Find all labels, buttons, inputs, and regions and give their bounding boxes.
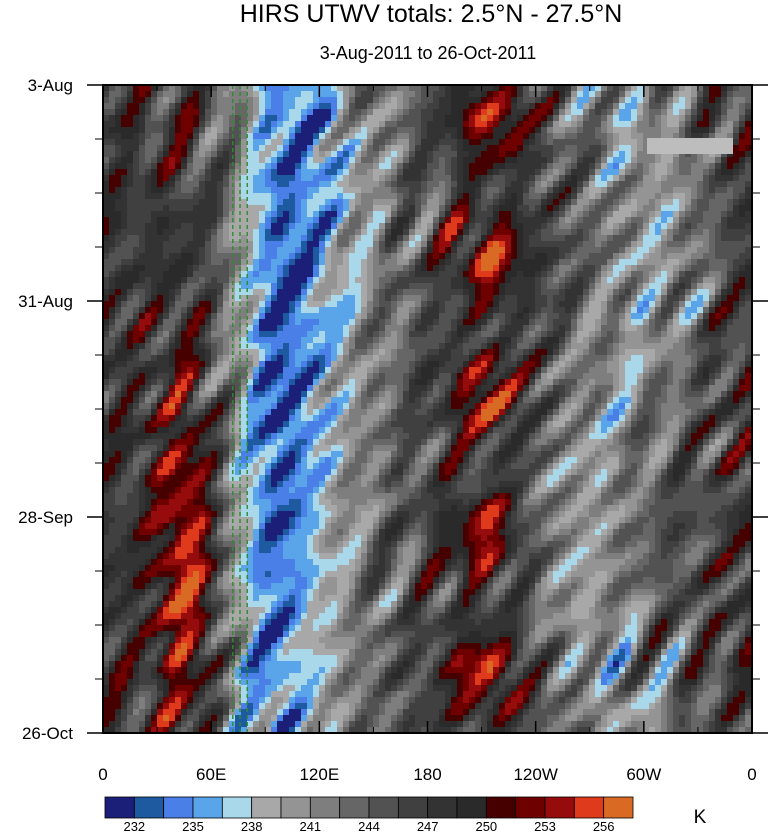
colorbar-swatch	[192, 796, 223, 819]
axis-ticks: 0 60E 120E 180 120W 60W 0 3-Aug 31-Aug 28-Sep 26-O…	[18, 76, 768, 784]
colorbar-tick-label: 256	[593, 819, 615, 834]
colorbar: 232 235 238 241 244 247 250 253 256	[104, 796, 634, 834]
colorbar-tick-label: 241	[299, 819, 321, 834]
plot-area	[103, 85, 752, 733]
colorbar-swatch	[221, 796, 253, 819]
chart-title: HIRS UTWV totals: 2.5°N - 27.5°N	[240, 0, 623, 28]
colorbar-tick-label: 235	[182, 819, 204, 834]
chart-subtitle: 3-Aug-2011 to 26-Oct-2011	[320, 43, 536, 63]
x-tick-label: 120W	[513, 765, 557, 784]
colorbar-swatch	[573, 796, 605, 819]
colorbar-swatch	[280, 796, 311, 819]
colorbar-swatch	[133, 796, 165, 819]
colorbar-swatch	[339, 796, 370, 819]
x-tick-label: 0	[98, 765, 107, 784]
colorbar-swatch	[251, 796, 282, 819]
colorbar-tick-label: 232	[123, 819, 145, 834]
colorbar-swatch	[427, 796, 458, 819]
colorbar-swatch	[515, 796, 546, 819]
x-tick-label: 0	[747, 765, 756, 784]
colorbar-tick-label: 238	[241, 819, 263, 834]
x-tick-label: 60E	[196, 765, 226, 784]
contour-field	[103, 85, 752, 733]
colorbar-tick-label: 250	[475, 819, 497, 834]
colorbar-tick-label: 253	[534, 819, 556, 834]
x-tick-label: 180	[413, 765, 441, 784]
colorbar-swatch	[368, 796, 399, 819]
colorbar-swatch	[456, 796, 487, 819]
x-tick-label: 120E	[299, 765, 339, 784]
colorbar-swatch	[309, 796, 341, 819]
y-tick-label: 26-Oct	[22, 724, 73, 743]
colorbar-swatch	[603, 796, 634, 819]
colorbar-tick-label: 247	[417, 819, 439, 834]
y-tick-label: 31-Aug	[18, 292, 73, 311]
colorbar-swatch	[397, 796, 429, 819]
colorbar-swatch	[544, 796, 575, 819]
colorbar-units: K	[694, 807, 707, 828]
colorbar-swatch	[485, 796, 517, 819]
y-tick-label: 3-Aug	[28, 76, 73, 95]
colorbar-tick-label: 244	[358, 819, 380, 834]
colorbar-swatch	[104, 796, 135, 819]
colorbar-swatch	[163, 796, 194, 819]
reference-lines	[232, 85, 248, 733]
y-tick-label: 28-Sep	[18, 508, 73, 527]
legend-box-placeholder	[647, 138, 733, 154]
x-tick-label: 60W	[626, 765, 661, 784]
